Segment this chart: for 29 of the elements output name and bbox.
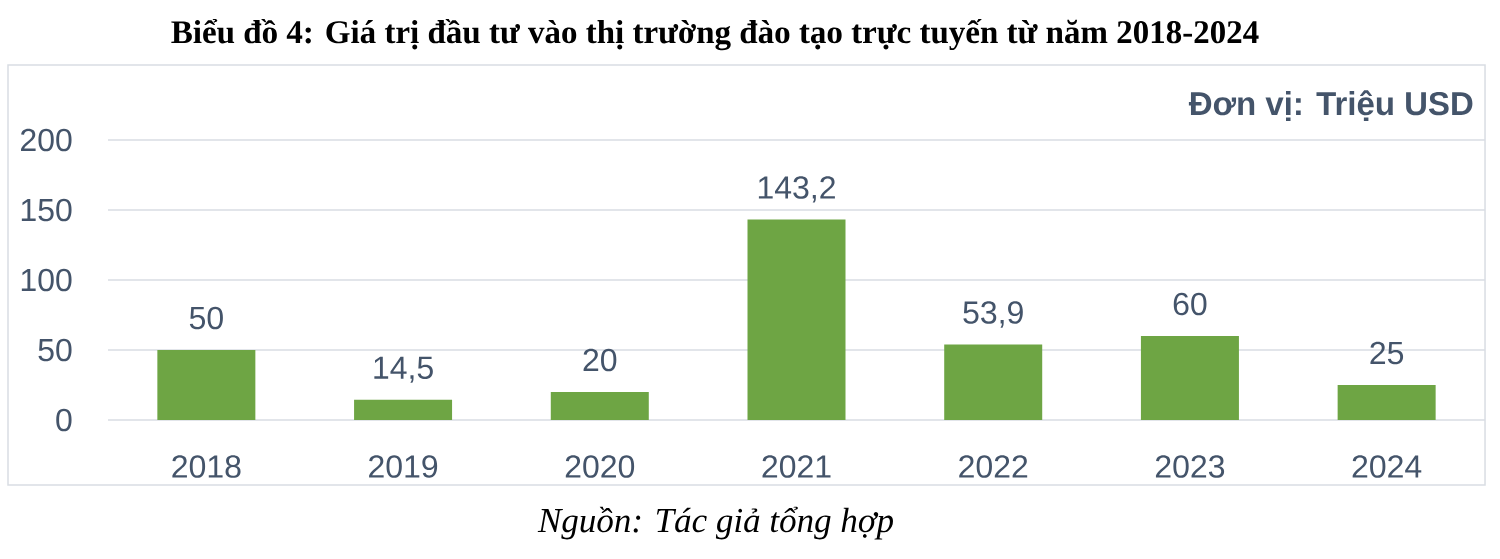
bar: [1140, 336, 1239, 420]
x-tick-label: 2021: [762, 455, 831, 478]
bar: [1337, 385, 1436, 420]
data-label: 60: [1173, 292, 1207, 316]
data-label: 53,9: [963, 301, 1023, 328]
data-label: 50: [189, 306, 223, 330]
x-tick-label: 2018: [172, 455, 241, 478]
text: Nguồn: Tác giả tổng hợp: [537, 506, 893, 540]
bar: [354, 399, 453, 420]
x-tick-label: 2023: [1155, 455, 1225, 478]
y-tick-label: 150: [21, 198, 72, 222]
x-tick-label: 2019: [369, 455, 438, 478]
data-label: 25: [1370, 341, 1404, 365]
bar: [157, 350, 256, 420]
bar: [550, 392, 649, 420]
x-tick-label: 2024: [1352, 455, 1422, 478]
data-label: 20: [583, 348, 617, 372]
y-tick-label: 0: [56, 408, 72, 432]
chart-title: Biểu đồ 4: Giá trị đầu tư vào thị trường đào tạo trực tuyến từ năm 2018-2024: [171, 18, 1259, 51]
data-label: 14,5: [374, 356, 433, 383]
data-label: 143,2: [758, 176, 835, 203]
x-tick-label: 2022: [959, 455, 1028, 478]
bar: [747, 219, 846, 420]
y-tick-label: 100: [21, 268, 72, 292]
bar: [944, 344, 1043, 420]
text: Đơn vị: Triệu USD: [1188, 90, 1473, 121]
y-tick-label: 50: [38, 338, 72, 362]
y-tick-label: 200: [21, 128, 72, 152]
x-tick-label: 2020: [565, 455, 635, 478]
